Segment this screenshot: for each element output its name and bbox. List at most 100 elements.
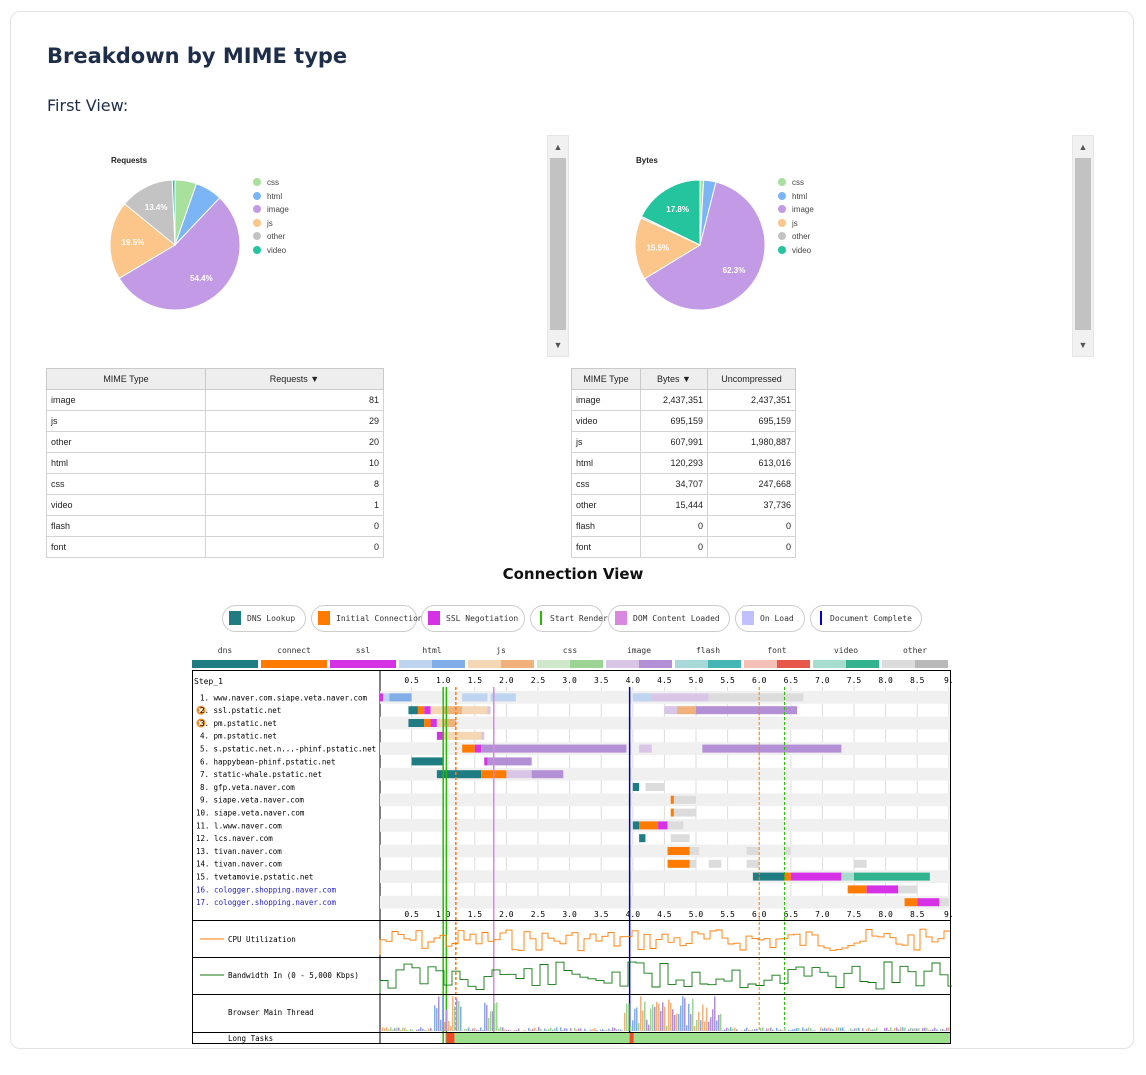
request-bar-segment[interactable]: [645, 783, 665, 791]
request-row-label[interactable]: 5. s.pstatic.net.n...-phinf.pstatic.net: [200, 745, 376, 754]
scroll-up-icon[interactable]: ▲: [553, 142, 563, 152]
request-bar-segment[interactable]: [639, 821, 659, 830]
request-bar-segment[interactable]: [658, 821, 668, 830]
request-bar-segment[interactable]: [443, 731, 482, 740]
bytes-chart-scrollbar[interactable]: ▲ ▼: [1072, 135, 1094, 357]
request-bar-segment[interactable]: [632, 783, 640, 791]
request-bar-segment[interactable]: [408, 706, 418, 715]
legend-item-html[interactable]: html: [253, 190, 289, 204]
request-bar-segment[interactable]: [847, 885, 867, 894]
legend-item-css[interactable]: css: [778, 176, 814, 190]
request-bar-segment[interactable]: [462, 706, 488, 715]
legend-item-html[interactable]: html: [778, 190, 814, 204]
legend-item-css[interactable]: css: [253, 176, 289, 190]
request-bar-segment[interactable]: [746, 859, 760, 868]
request-bar-segment[interactable]: [673, 808, 696, 817]
request-row-label[interactable]: 11. l.www.naver.com: [196, 821, 282, 830]
request-row-label[interactable]: 17. cologger.shopping.naver.com: [196, 898, 336, 907]
legend-toggle-initial-connection[interactable]: Initial Connection: [311, 605, 423, 632]
request-bar-segment[interactable]: [632, 821, 640, 830]
request-bar-segment[interactable]: [417, 706, 425, 715]
legend-toggle-ssl-negotiation[interactable]: SSL Negotiation: [421, 605, 525, 632]
requests-chart-scrollbar[interactable]: ▲ ▼: [547, 135, 569, 357]
request-bar-segment[interactable]: [411, 757, 444, 766]
col-requests[interactable]: Requests ▼: [205, 368, 384, 390]
legend-item-video[interactable]: video: [778, 244, 814, 258]
request-bar-segment[interactable]: [436, 731, 444, 740]
request-bar-segment[interactable]: [854, 872, 930, 881]
request-row-label[interactable]: 2. ssl.pstatic.net: [200, 706, 281, 715]
request-bar-segment[interactable]: [424, 719, 431, 727]
request-row-label[interactable]: 7. static-whale.pstatic.net: [200, 770, 322, 779]
scroll-thumb[interactable]: [1075, 158, 1091, 330]
pie-slice-js[interactable]: [109, 203, 176, 279]
request-bar-segment[interactable]: [639, 744, 652, 753]
request-row-label[interactable]: 4. pm.pstatic.net: [200, 732, 277, 741]
legend-toggle-document-complete[interactable]: Document Complete: [810, 605, 922, 632]
request-bar-segment[interactable]: [670, 834, 690, 843]
request-bar-segment[interactable]: [490, 693, 516, 702]
request-bar-segment[interactable]: [389, 693, 412, 702]
request-bar-segment[interactable]: [632, 693, 709, 702]
col-mime-type[interactable]: MIME Type: [571, 368, 641, 390]
request-bar-segment[interactable]: [708, 859, 722, 868]
legend-item-other[interactable]: other: [778, 230, 814, 244]
pie-slice-video[interactable]: [171, 179, 176, 246]
scroll-thumb[interactable]: [550, 158, 566, 330]
request-row-label[interactable]: 3. pm.pstatic.net: [200, 719, 277, 728]
request-bar-segment[interactable]: [670, 795, 674, 804]
col-uncompressed[interactable]: Uncompressed: [707, 368, 796, 390]
request-bar-segment[interactable]: [854, 859, 867, 868]
request-row-label[interactable]: 1. www.naver.com.siape.veta.naver.com: [200, 693, 368, 702]
col-bytes[interactable]: Bytes ▼: [640, 368, 708, 390]
request-bar-segment[interactable]: [443, 719, 456, 727]
pie-slice-video[interactable]: [640, 179, 701, 246]
request-row-label[interactable]: 16. cologger.shopping.naver.com: [196, 885, 336, 894]
request-bar-segment[interactable]: [481, 744, 627, 753]
request-bar-segment[interactable]: [408, 719, 425, 727]
request-bar-segment[interactable]: [696, 706, 798, 715]
request-bar-segment[interactable]: [673, 795, 696, 804]
legend-toggle-start-render[interactable]: Start Render: [530, 605, 608, 632]
request-bar-segment[interactable]: [689, 847, 700, 855]
pie-slice-image[interactable]: [643, 181, 766, 311]
request-bar-segment[interactable]: [474, 744, 482, 753]
request-bar-segment[interactable]: [898, 885, 918, 894]
legend-item-js[interactable]: js: [253, 217, 289, 231]
request-bar-segment[interactable]: [443, 706, 463, 715]
legend-item-image[interactable]: image: [778, 203, 814, 217]
request-bar-segment[interactable]: [632, 693, 652, 702]
legend-item-other[interactable]: other: [253, 230, 289, 244]
request-bar-segment[interactable]: [481, 731, 485, 740]
request-row-label[interactable]: 12. lcs.naver.com: [196, 834, 273, 843]
request-bar-segment[interactable]: [917, 898, 940, 907]
request-bar-segment[interactable]: [380, 693, 384, 702]
legend-item-video[interactable]: video: [253, 244, 289, 258]
legend-toggle-dns-lookup[interactable]: DNS Lookup: [222, 605, 306, 632]
request-bar-segment[interactable]: [667, 847, 690, 855]
pie-slice-other[interactable]: [123, 179, 176, 247]
scroll-up-icon[interactable]: ▲: [1078, 142, 1088, 152]
request-bar-segment[interactable]: [484, 757, 488, 766]
request-bar-segment[interactable]: [462, 693, 488, 702]
request-bar-segment[interactable]: [436, 770, 482, 779]
request-bar-segment[interactable]: [841, 872, 854, 881]
request-bar-segment[interactable]: [904, 898, 918, 907]
pie-slice-image[interactable]: [118, 197, 241, 311]
request-bar-segment[interactable]: [667, 859, 690, 868]
request-bar-segment[interactable]: [784, 847, 791, 855]
request-row-label[interactable]: 8. gfp.veta.naver.com: [200, 783, 295, 792]
request-bar-segment[interactable]: [790, 872, 842, 881]
legend-item-js[interactable]: js: [778, 217, 814, 231]
request-row-label[interactable]: 14. tivan.naver.com: [196, 860, 282, 869]
request-bar-segment[interactable]: [752, 872, 785, 881]
pie-slice-js[interactable]: [634, 217, 702, 280]
request-row-label[interactable]: 13. tivan.naver.com: [196, 847, 282, 856]
request-bar-segment[interactable]: [866, 885, 899, 894]
request-bar-segment[interactable]: [430, 719, 437, 727]
request-bar-segment[interactable]: [670, 808, 674, 817]
request-bar-segment[interactable]: [487, 757, 532, 766]
request-bar-segment[interactable]: [708, 693, 804, 702]
request-bar-segment[interactable]: [436, 719, 444, 727]
request-bar-segment[interactable]: [677, 706, 696, 715]
